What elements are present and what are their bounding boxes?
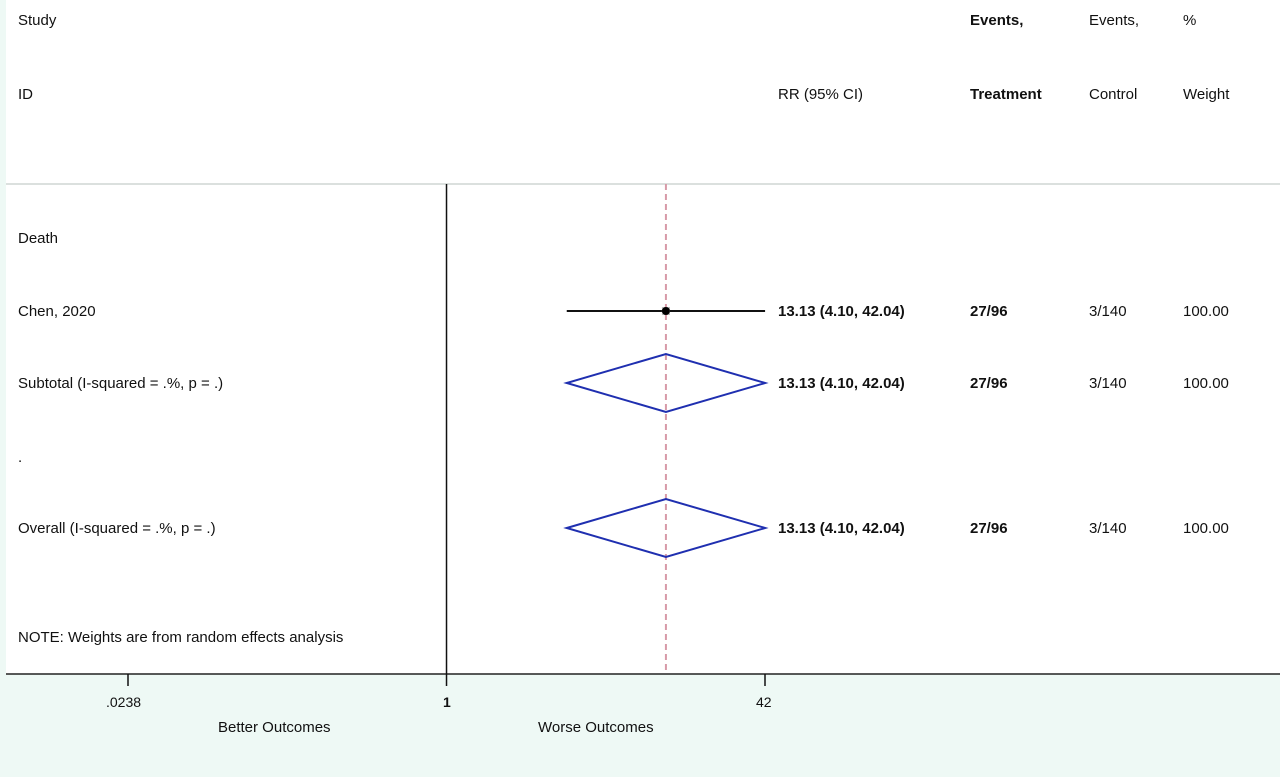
subtotal-events-control: 3/140 [1089, 375, 1127, 392]
overall-events-treatment: 27/96 [970, 520, 1008, 537]
separator-dot: . [18, 449, 23, 466]
study-weight: 100.00 [1183, 303, 1229, 320]
subtotal-events-treatment: 27/96 [970, 375, 1008, 392]
events-control-header: Events, [1089, 12, 1140, 29]
overall-diamond [563, 497, 769, 559]
overall-label: Overall (I-squared = .%, p = .) [18, 520, 216, 537]
weight-header: % [1183, 12, 1197, 29]
study-label: Chen, 2020 [18, 303, 96, 320]
group-label: Death [18, 230, 59, 247]
subtotal-rr-text: 13.13 (4.10, 42.04) [778, 375, 905, 392]
rr-header: RR (95% CI) [778, 86, 864, 103]
events-treatment-header-2: Treatment [970, 86, 1042, 103]
note-text: NOTE: Weights are from random effects an… [18, 629, 344, 646]
subtotal-diamond [563, 352, 769, 414]
events-control-header-2: Control [1089, 86, 1138, 103]
study-events-control: 3/140 [1089, 303, 1127, 320]
study-header: Study [18, 12, 57, 29]
study-rr-text: 13.13 (4.10, 42.04) [778, 303, 905, 320]
overall-events-control: 3/140 [1089, 520, 1127, 537]
subtotal-weight: 100.00 [1183, 375, 1229, 392]
better-outcomes-label: Better Outcomes [218, 719, 331, 736]
forest-plot-panel [6, 0, 1280, 674]
tick-label-low: .0238 [106, 694, 142, 710]
weight-header-2: Weight [1183, 86, 1230, 103]
subtotal-label: Subtotal (I-squared = .%, p = .) [18, 375, 224, 392]
events-treatment-header: Events, [970, 12, 1024, 29]
id-header: ID [18, 86, 33, 103]
overall-rr-text: 13.13 (4.10, 42.04) [778, 520, 905, 537]
worse-outcomes-label: Worse Outcomes [538, 719, 654, 736]
study-point-estimate [661, 307, 670, 315]
overall-weight: 100.00 [1183, 520, 1229, 537]
study-events-treatment: 27/96 [970, 303, 1008, 320]
tick-label-one: 1 [443, 694, 451, 710]
tick-label-high: 42 [756, 694, 772, 710]
